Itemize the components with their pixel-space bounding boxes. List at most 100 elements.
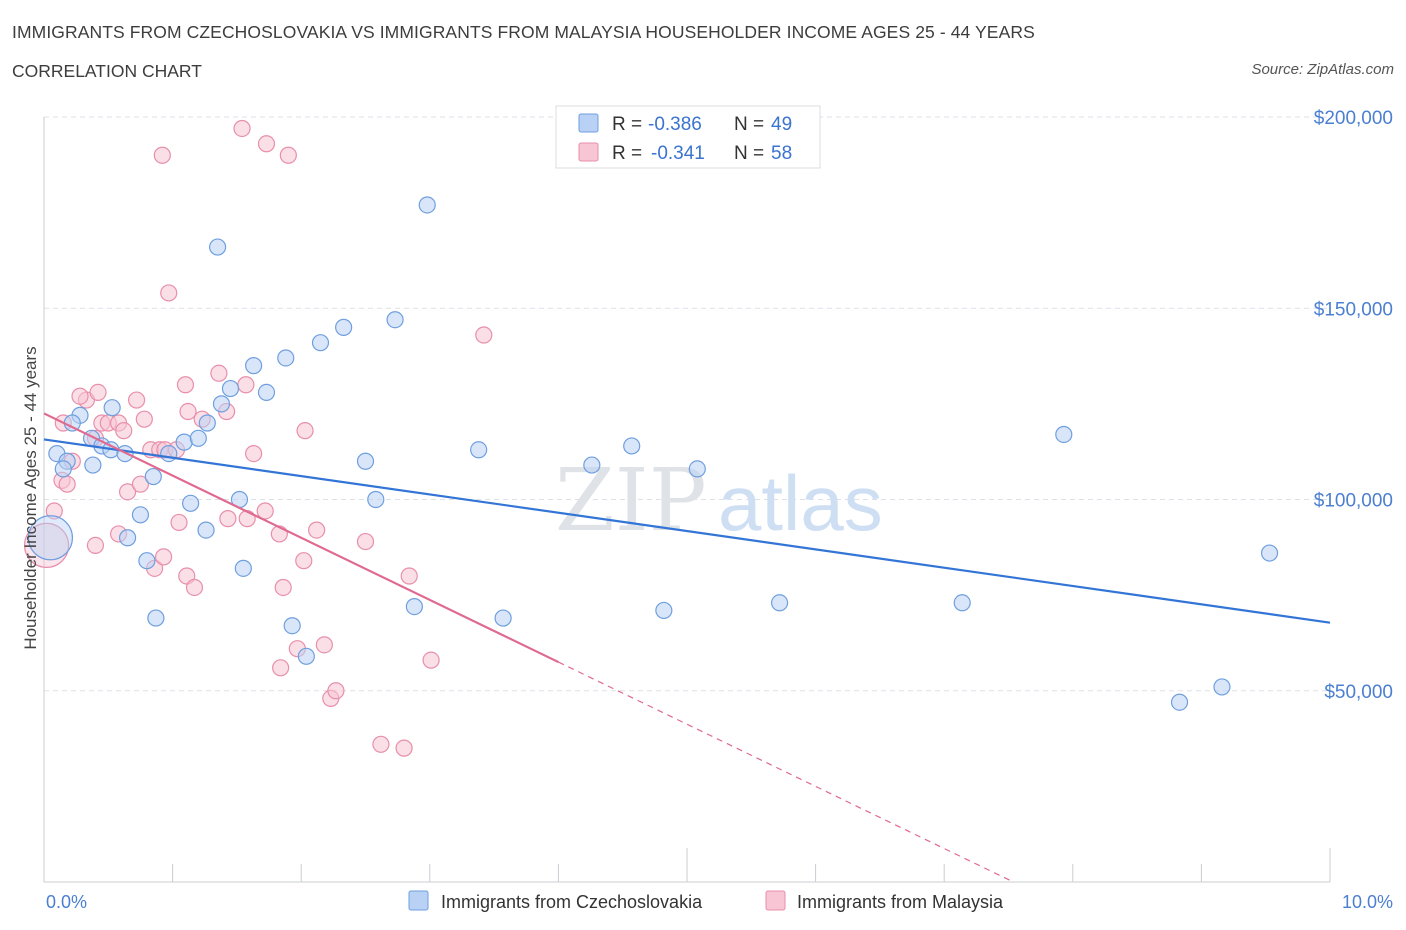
malaysia-point <box>219 510 237 528</box>
y-tick-label: $200,000 <box>1314 108 1393 129</box>
czechoslovakia-point <box>118 529 137 547</box>
malaysia-point <box>279 146 297 164</box>
trend-line-malaysia <box>43 412 559 664</box>
watermark-zip: ZIP <box>555 451 707 551</box>
malaysia-point <box>118 483 137 501</box>
czechoslovakia-point <box>84 456 102 474</box>
legend-r-value: -0.386 <box>648 114 702 135</box>
chart-subtitle: CORRELATION CHART <box>12 61 202 81</box>
malaysia-point <box>131 475 150 493</box>
malaysia-point <box>295 552 313 570</box>
svg-text:R = -0.341 N =: R = -0.341 N = 58 <box>612 143 792 164</box>
y-tick-label: $150,000 <box>1314 299 1393 320</box>
malaysia-point <box>245 445 263 463</box>
malaysia-point <box>256 502 274 520</box>
legend-r-label: R = <box>612 143 647 164</box>
legend-swatch-malaysia <box>765 890 786 911</box>
malaysia-point <box>23 522 70 569</box>
legend-r-label: R = <box>612 114 647 135</box>
watermark-atlas: atlas <box>718 459 883 547</box>
czechoslovakia-point <box>103 399 121 417</box>
malaysia-point <box>327 682 345 700</box>
malaysia-point <box>160 284 178 302</box>
czechoslovakia-point <box>623 437 641 455</box>
series-legend: Immigrants from Czechoslovakia Immigrant… <box>408 890 1004 912</box>
series-malaysia-points <box>23 119 493 757</box>
czechoslovakia-point <box>418 196 436 214</box>
malaysia-point <box>233 119 251 138</box>
legend-swatch-malaysia <box>578 142 599 162</box>
malaysia-point <box>170 513 188 532</box>
malaysia-point <box>86 536 105 555</box>
czechoslovakia-point <box>770 594 789 612</box>
legend-n-label: N = <box>734 143 769 164</box>
malaysia-point <box>400 567 418 585</box>
czechoslovakia-point <box>1260 544 1279 562</box>
legend-n-value: 49 <box>771 114 792 135</box>
x-tick-labels: 0.0% 10.0% <box>46 892 1393 912</box>
czechoslovakia-point <box>386 311 404 329</box>
czechoslovakia-point <box>277 349 295 367</box>
czechoslovakia-point <box>138 552 156 570</box>
grid-lines <box>44 116 1330 692</box>
malaysia-point <box>45 502 63 520</box>
czechoslovakia-point <box>335 318 353 336</box>
czechoslovakia-point <box>1213 678 1231 696</box>
malaysia-point <box>296 422 314 440</box>
czechoslovakia-point <box>367 490 385 509</box>
czechoslovakia-point <box>953 594 971 612</box>
czechoslovakia-point <box>198 414 216 432</box>
malaysia-point <box>115 422 133 440</box>
czechoslovakia-point <box>311 334 330 352</box>
legend-n-label: N = <box>734 114 769 135</box>
czechoslovakia-point <box>131 506 150 524</box>
czechoslovakia-point <box>297 647 315 665</box>
legend-n-value: 58 <box>771 143 792 164</box>
malaysia-point <box>176 376 195 394</box>
czechoslovakia-point <box>147 609 165 627</box>
trend-lines <box>43 412 1331 883</box>
czechoslovakia-point <box>257 383 276 401</box>
malaysia-point <box>237 376 255 394</box>
czechoslovakia-point <box>144 467 162 486</box>
axes <box>43 117 1331 883</box>
malaysia-point <box>127 391 146 409</box>
czechoslovakia-point <box>494 609 512 627</box>
czechoslovakia-point <box>54 460 72 478</box>
czechoslovakia-point <box>209 238 227 256</box>
watermark: ZIP atlas <box>555 451 883 551</box>
malaysia-point <box>475 326 493 344</box>
czechoslovakia-point <box>655 601 673 620</box>
chart-title: IMMIGRANTS FROM CZECHOSLOVAKIA VS IMMIGR… <box>12 22 1035 42</box>
czechoslovakia-point <box>182 494 200 512</box>
legend-r-value: -0.341 <box>651 143 705 164</box>
y-tick-label: $50,000 <box>1324 682 1393 703</box>
malaysia-point <box>89 383 107 401</box>
czechoslovakia-point <box>356 452 375 470</box>
czechoslovakia-point <box>221 379 240 398</box>
czechoslovakia-point <box>1170 693 1189 711</box>
czechoslovakia-point <box>470 441 488 459</box>
malaysia-point <box>395 739 413 757</box>
malaysia-point <box>58 475 76 493</box>
malaysia-point <box>153 146 171 164</box>
legend-swatch-czechoslovakia <box>408 890 429 911</box>
czechoslovakia-point <box>212 395 231 413</box>
x-tick-label: 0.0% <box>46 892 87 912</box>
legend-swatch-czechoslovakia <box>578 113 599 133</box>
svg-text:R = -0.386 N =: R = -0.386 N = 49 <box>612 114 792 135</box>
malaysia-point <box>422 651 440 669</box>
legend-label-czechoslovakia: Immigrants from Czechoslovakia <box>441 892 703 912</box>
trend-line-czechoslovakia <box>43 438 1331 624</box>
correlation-legend: R = -0.386 N = 49 R = -0.341 N = 58 <box>555 105 821 169</box>
malaysia-point <box>315 636 333 654</box>
source-credit: Source: ZipAtlas.com <box>1251 61 1394 78</box>
czechoslovakia-point <box>160 445 178 463</box>
trend-line-malaysia-extension <box>558 661 1014 883</box>
y-tick-label: $100,000 <box>1314 491 1393 512</box>
czechoslovakia-point <box>688 460 706 478</box>
malaysia-point <box>210 364 228 382</box>
y-tick-labels: $50,000 $100,000 $150,000 $200,000 <box>1314 108 1393 703</box>
malaysia-point <box>185 578 204 597</box>
czechoslovakia-point <box>197 521 215 539</box>
